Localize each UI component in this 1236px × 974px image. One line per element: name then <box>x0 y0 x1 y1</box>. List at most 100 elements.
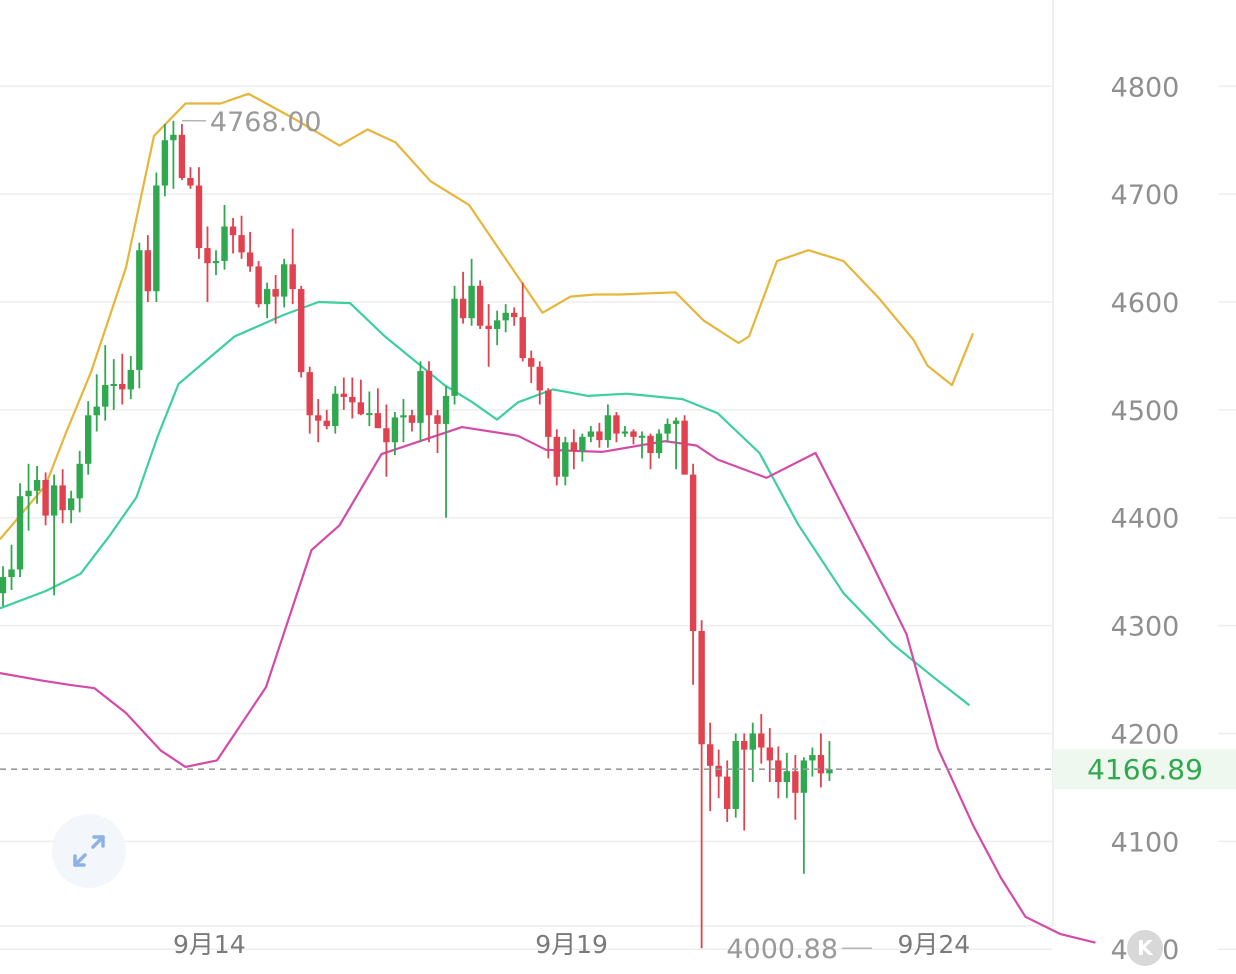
candle-up <box>621 431 629 434</box>
candle-down <box>706 744 714 766</box>
upper-band-line <box>0 92 975 541</box>
candle-down <box>144 250 152 292</box>
candle-down <box>42 479 49 516</box>
candle-down <box>340 393 347 397</box>
x-tick-label: 9月24 <box>897 930 970 959</box>
middle-band-line <box>0 300 971 707</box>
candle-down <box>323 420 330 427</box>
y-tick-label: 4100 <box>1111 827 1180 858</box>
candle-up <box>366 413 373 416</box>
expand-chart-button[interactable] <box>52 814 126 888</box>
candle-up <box>826 769 833 774</box>
candle-down <box>315 415 322 421</box>
candle-up <box>170 134 177 141</box>
candle-up <box>263 289 271 305</box>
candle-up <box>16 496 24 570</box>
current-price-label: 4166.89 <box>1087 753 1203 786</box>
candle-down <box>374 413 382 429</box>
candle-up <box>8 569 15 578</box>
candle-up <box>136 250 143 370</box>
candle-down <box>536 366 543 391</box>
candle-up <box>110 383 117 386</box>
y-tick-label: 4300 <box>1111 612 1180 643</box>
current-price-badge <box>1053 749 1236 790</box>
y-tick-label: 4200 <box>1111 719 1180 750</box>
candle-up <box>587 431 595 437</box>
candle-down <box>229 226 237 236</box>
candle-down <box>306 372 313 416</box>
candle-up <box>417 371 424 423</box>
candle-up <box>800 760 808 793</box>
candle-down <box>272 289 279 297</box>
candle-down <box>630 431 637 437</box>
candle-down <box>715 765 722 777</box>
candle-up <box>451 298 458 396</box>
candle-down <box>570 442 578 451</box>
candle-up <box>562 442 569 477</box>
candle-up <box>0 577 7 594</box>
candle-down <box>255 266 262 305</box>
candle-down <box>724 776 731 809</box>
candle-up <box>493 320 501 329</box>
candle-up <box>442 395 450 424</box>
candle-up <box>127 369 134 390</box>
candle-up <box>85 415 92 464</box>
candle-up <box>783 771 791 783</box>
candle-up <box>161 140 169 186</box>
candle-down <box>246 252 254 267</box>
candle-down <box>741 741 748 750</box>
candle-down <box>187 177 194 186</box>
candle-up <box>212 261 220 264</box>
y-tick-label: 4400 <box>1111 504 1180 535</box>
candle-up <box>391 417 399 443</box>
candle-down <box>817 755 825 774</box>
candle-down <box>775 760 782 783</box>
y-tick-label: 4800 <box>1111 72 1180 103</box>
candle-down <box>459 298 467 319</box>
candle-down <box>349 396 356 403</box>
candle-up <box>809 755 816 761</box>
candle-down <box>647 435 654 454</box>
candle-down <box>195 185 203 249</box>
candle-down <box>519 317 526 359</box>
collapse-left-icon: K <box>1137 936 1153 960</box>
candle-up <box>332 393 339 427</box>
candle-down <box>596 431 603 441</box>
candle-up <box>221 226 228 262</box>
x-tick-label: 9月14 <box>173 930 246 959</box>
candle-up <box>672 420 680 424</box>
candle-down <box>528 358 535 367</box>
lower-band-line <box>0 426 1096 944</box>
candle-down <box>613 415 620 434</box>
low-annotation-label: 4000.88 <box>726 934 838 965</box>
candle-down <box>758 733 765 748</box>
candle-up <box>732 741 739 809</box>
candle-down <box>689 474 697 631</box>
candle-down <box>425 371 433 416</box>
candle-down <box>553 436 560 477</box>
candle-up <box>93 406 100 416</box>
candle-down <box>59 485 66 511</box>
candle-down <box>511 312 518 318</box>
candle-up <box>604 415 612 441</box>
candle-down <box>485 325 492 329</box>
candle-up <box>468 285 475 319</box>
candle-up <box>280 264 288 297</box>
collapse-panel-button[interactable]: K <box>1127 930 1163 966</box>
candle-down <box>766 747 773 761</box>
candle-down <box>681 420 688 475</box>
candle-down <box>698 630 705 745</box>
candle-down <box>178 134 186 178</box>
candle-up <box>749 733 756 750</box>
x-tick-label: 9月19 <box>535 930 608 959</box>
candle-up <box>153 185 160 292</box>
candle-down <box>119 383 126 390</box>
candle-down <box>289 264 296 290</box>
candle-down <box>204 248 211 264</box>
candle-up <box>50 485 58 516</box>
candle-up <box>25 490 32 497</box>
expand-arrows-icon <box>73 835 105 867</box>
candle-up <box>67 498 75 511</box>
